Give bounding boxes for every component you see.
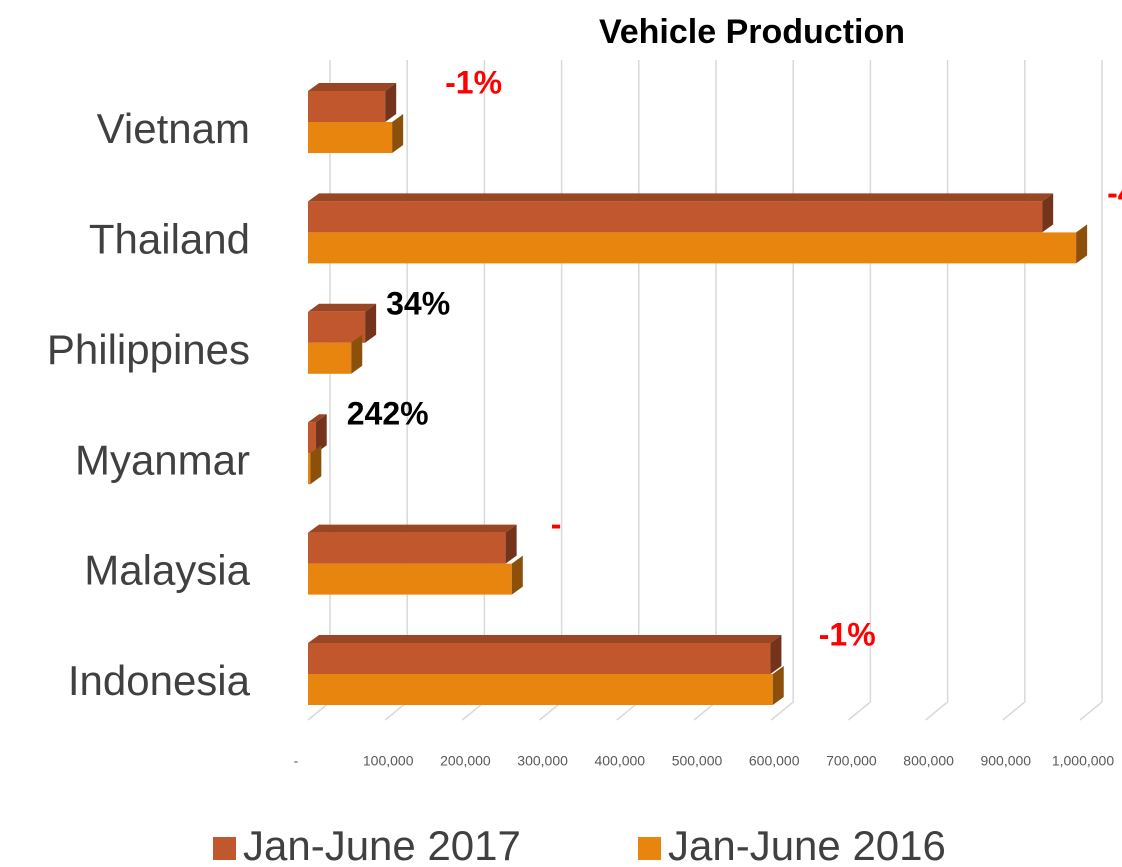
bar-face (1042, 193, 1054, 233)
grid-line (307, 60, 331, 721)
bar-face (308, 193, 1054, 202)
bar-face (308, 422, 316, 454)
bar-face (772, 666, 784, 705)
bar (308, 666, 784, 705)
legend-label: Jan-June 2017 (243, 822, 521, 867)
bar (308, 445, 322, 485)
bar-face (351, 334, 363, 374)
bar-face (385, 83, 397, 122)
bar-face (308, 311, 366, 343)
grid-line (693, 60, 717, 721)
bar (308, 303, 377, 343)
grid-line (770, 60, 794, 721)
grid-line (1079, 60, 1103, 721)
x-tick-label: 500,000 (672, 753, 723, 769)
bar-face (308, 201, 1043, 233)
data-label: -1% (819, 616, 876, 652)
bar-face (308, 453, 311, 485)
bar-face (308, 635, 782, 643)
bar (308, 414, 327, 454)
x-tick-label: 800,000 (903, 753, 954, 769)
bar-face (308, 232, 1077, 264)
bar (308, 224, 1088, 264)
bar (308, 83, 397, 122)
x-tick-label: 700,000 (826, 753, 877, 769)
bar-face (308, 532, 506, 564)
grid-line (1002, 60, 1026, 721)
category-label: Philippines (47, 326, 250, 373)
legend-swatch (638, 837, 661, 860)
bar-face (308, 122, 393, 153)
bar (308, 193, 1054, 233)
bar-face (308, 524, 517, 533)
x-tick-label: 100,000 (363, 753, 414, 769)
bar-face (308, 342, 352, 374)
bar-face (308, 563, 512, 595)
bar-face (315, 414, 327, 454)
data-label: 34% (386, 285, 450, 321)
bar-face (308, 91, 386, 122)
bar-face (308, 643, 771, 674)
category-label: Indonesia (68, 657, 251, 704)
bar (308, 114, 404, 153)
bar-face (308, 303, 377, 312)
grid-line (461, 60, 486, 721)
x-tick-label: - (294, 753, 299, 769)
grid-line (847, 60, 872, 721)
bar (308, 555, 523, 595)
data-label: -4% (1107, 175, 1122, 211)
bar-face (770, 635, 782, 674)
category-label: Malaysia (84, 547, 250, 594)
x-tick-label: 600,000 (749, 753, 800, 769)
bar (308, 635, 782, 674)
category-label: Myanmar (75, 436, 250, 483)
category-label: Vietnam (97, 105, 250, 152)
grid-line (616, 60, 640, 721)
data-label: -1% (445, 64, 502, 100)
data-label: - (551, 506, 562, 542)
category-label: Thailand (89, 215, 250, 262)
bar-face (365, 303, 377, 343)
grid-line (925, 60, 949, 721)
grid-line (539, 60, 563, 721)
bar-face (308, 83, 397, 91)
legend-label: Jan-June 2016 (668, 822, 946, 867)
x-tick-label: 1,000,000 (1052, 753, 1114, 769)
bar (308, 334, 363, 374)
x-tick-label: 900,000 (980, 753, 1031, 769)
bar (308, 524, 517, 564)
x-tick-label: 400,000 (594, 753, 645, 769)
x-tick-label: 300,000 (517, 753, 568, 769)
bar-face (308, 674, 773, 705)
grid-line (384, 60, 408, 721)
bar-face (505, 524, 517, 564)
legend-swatch (213, 837, 236, 860)
bar-face (308, 414, 327, 423)
data-label: 242% (347, 396, 429, 432)
bar-face (392, 114, 404, 153)
bar-face (511, 555, 523, 595)
bar-face (310, 445, 322, 485)
x-tick-label: 200,000 (440, 753, 491, 769)
bar-face (1076, 224, 1088, 264)
chart-title: Vehicle Production (599, 13, 905, 51)
